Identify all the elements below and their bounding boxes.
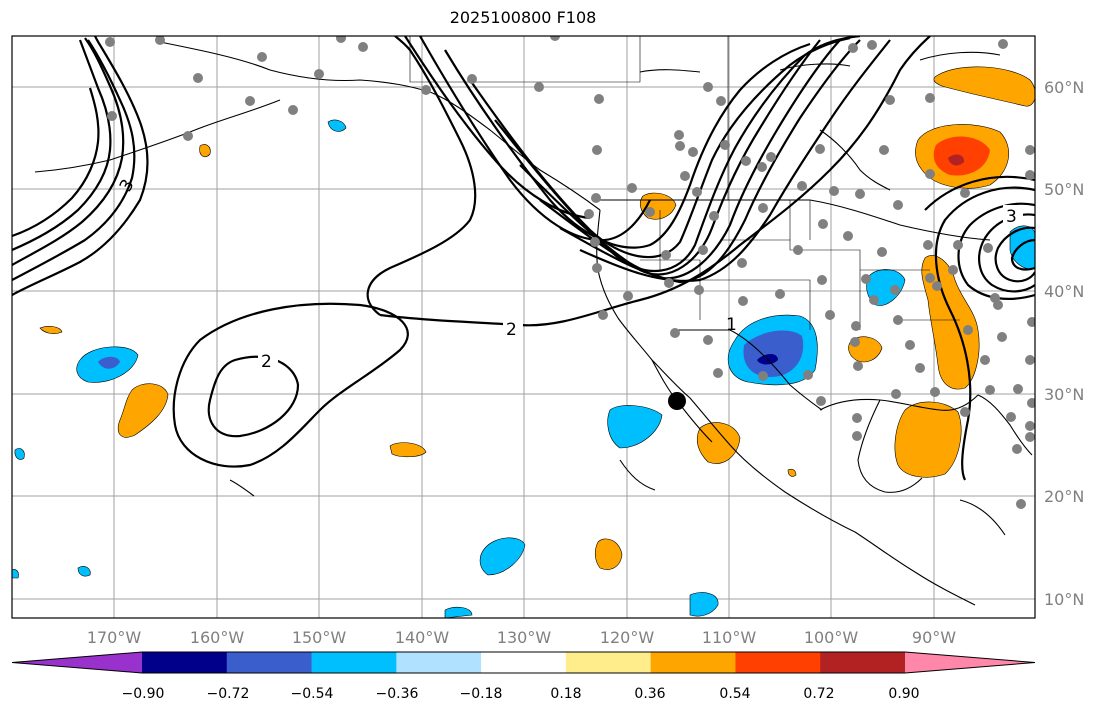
colorbar-segment xyxy=(226,652,313,673)
contour-label-1: 1 xyxy=(726,315,737,335)
colorbar-outline xyxy=(11,651,1036,674)
colorbar-segment xyxy=(565,652,652,673)
latitude-labels: 60°N 50°N 40°N 30°N 20°N 10°N xyxy=(1044,78,1084,609)
colorbar-tick-labels: −0.90 −0.72 −0.54 −0.36 −0.18 0.18 0.36 … xyxy=(122,686,920,702)
lon-label-120w: 120°W xyxy=(600,628,655,647)
us-mexico-border xyxy=(672,329,823,411)
contour-label-2-west: 2 xyxy=(261,352,272,372)
colorbar-segment xyxy=(650,652,736,673)
colorbar-extend-low xyxy=(12,652,142,673)
colorbar-tick-label: −0.36 xyxy=(376,686,419,702)
colorbar xyxy=(11,651,1036,674)
strong-positive-patch-great-lakes xyxy=(933,136,990,176)
colorbar-tick-label: 0.90 xyxy=(888,686,919,702)
lat-label-40n: 40°N xyxy=(1044,282,1084,301)
lon-label-100w: 100°W xyxy=(804,628,859,647)
yucatan xyxy=(857,399,923,493)
contour-ridge-9 xyxy=(419,36,651,242)
north-america-west-coast xyxy=(596,209,976,606)
lat-label-50n: 50°N xyxy=(1044,180,1084,199)
colorbar-segment xyxy=(142,652,228,673)
political-boundaries xyxy=(409,36,960,330)
colorbar-extend-high xyxy=(905,652,1035,673)
lon-label-160w: 160°W xyxy=(190,628,245,647)
contour-closed-low-pacific xyxy=(207,355,300,438)
lon-label-90w: 90°W xyxy=(912,628,956,647)
colorbar-segment xyxy=(820,652,906,673)
longitude-labels: 170°W 160°W 150°W 140°W 130°W 120°W 110°… xyxy=(87,628,956,647)
colorbar-tick-label: 0.18 xyxy=(550,686,581,702)
contour-east-trough-4 xyxy=(1010,238,1035,271)
height-contours xyxy=(12,36,1035,481)
colorbar-segment xyxy=(481,652,567,673)
contour-labels: 2 2 1 3 3 xyxy=(116,176,1023,372)
map-frame xyxy=(11,35,1036,619)
lat-label-20n: 20°N xyxy=(1044,487,1084,506)
colorbar-tick-label: −0.18 xyxy=(460,686,503,702)
colorbar-tick-label: 0.54 xyxy=(719,686,750,702)
florida xyxy=(977,394,1033,456)
lon-label-150w: 150°W xyxy=(292,628,347,647)
lon-label-170w: 170°W xyxy=(87,628,142,647)
colorbar-tick-label: −0.54 xyxy=(291,686,334,702)
contour-large-oval-pacific xyxy=(172,302,409,468)
lat-label-30n: 30°N xyxy=(1044,385,1084,404)
lon-label-130w: 130°W xyxy=(497,628,552,647)
map-title: 2025100800 F108 xyxy=(449,8,597,27)
colorbar-segment xyxy=(396,652,482,673)
alaska-peninsula xyxy=(34,99,281,173)
contour-west-loop xyxy=(366,36,477,316)
contour-low-pacific xyxy=(12,36,149,296)
contour-ridge-8 xyxy=(444,42,811,249)
colorbar-tick-label: −0.72 xyxy=(207,686,250,702)
target-location-marker xyxy=(668,392,686,410)
colorbar-segment xyxy=(311,652,397,673)
station-dots xyxy=(105,36,1035,509)
contour-east-trough-3 xyxy=(994,226,1035,283)
strong-negative-patch-texas xyxy=(743,330,804,377)
colorbar-tick-label: −0.90 xyxy=(122,686,165,702)
hudson-bay xyxy=(819,129,891,191)
graticule xyxy=(12,36,1035,618)
lat-label-10n: 10°N xyxy=(1044,590,1084,609)
colorbar-tick-label: 0.36 xyxy=(634,686,665,702)
contour-ridge-7 xyxy=(469,36,851,259)
colorbar-segment xyxy=(735,652,821,673)
lon-label-140w: 140°W xyxy=(395,628,450,647)
gulf-coast xyxy=(819,394,979,411)
lat-label-60n: 60°N xyxy=(1044,78,1084,97)
strong-negative-patch-pacific-west xyxy=(98,356,120,369)
contour-ridge-10 xyxy=(404,36,591,220)
colorbar-tick-label: 0.72 xyxy=(803,686,834,702)
lon-label-110w: 110°W xyxy=(702,628,757,647)
contour-label-3-east: 3 xyxy=(1006,207,1017,227)
contour-label-2-east: 2 xyxy=(506,320,517,340)
